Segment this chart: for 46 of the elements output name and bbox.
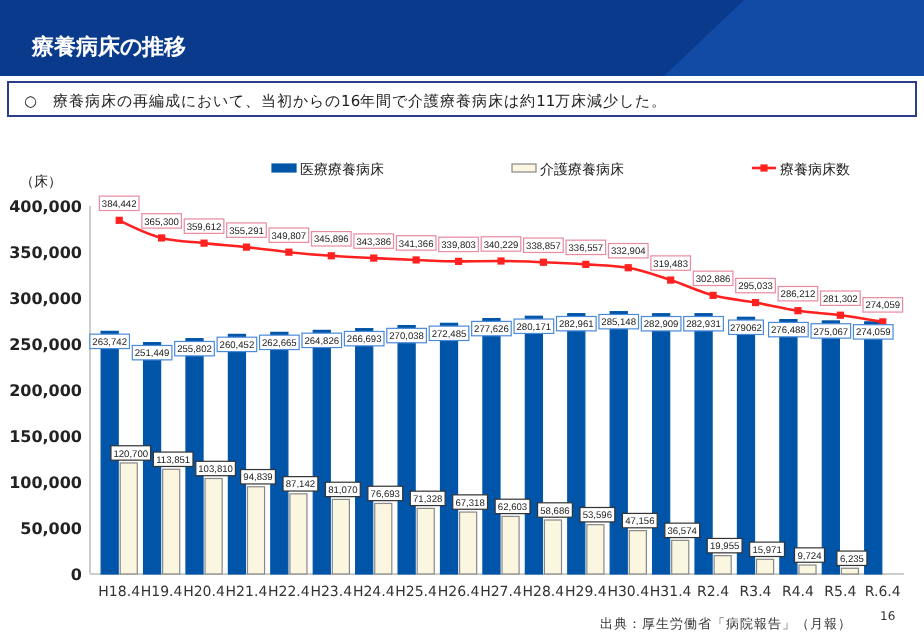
bar bbox=[543, 519, 563, 575]
point bbox=[200, 239, 208, 247]
y-tick-label: 200,000 bbox=[9, 382, 83, 400]
point bbox=[497, 257, 505, 265]
y-tick-label: 0 bbox=[70, 566, 83, 584]
bar bbox=[416, 507, 435, 575]
bar bbox=[628, 530, 647, 575]
bar bbox=[501, 515, 520, 575]
bar bbox=[755, 558, 775, 575]
point bbox=[539, 258, 548, 266]
y-tick-label: 400,000 bbox=[9, 198, 83, 216]
point bbox=[582, 260, 590, 268]
y-tick-label: 250,000 bbox=[9, 336, 83, 354]
bar bbox=[586, 524, 605, 575]
point bbox=[115, 216, 123, 224]
bar bbox=[204, 477, 223, 575]
chart-title: 療養病床の推移 bbox=[30, 34, 186, 60]
point bbox=[285, 248, 293, 256]
point bbox=[751, 298, 760, 307]
bar bbox=[458, 511, 478, 575]
point bbox=[836, 311, 844, 319]
bar bbox=[331, 498, 351, 575]
point bbox=[454, 257, 463, 265]
point bbox=[412, 256, 420, 264]
point bbox=[158, 234, 166, 242]
point bbox=[667, 276, 675, 284]
bar bbox=[713, 555, 732, 575]
bar bbox=[840, 567, 860, 575]
bar bbox=[246, 486, 266, 575]
bar bbox=[374, 502, 393, 575]
y-tick-label: 100,000 bbox=[9, 474, 83, 492]
point bbox=[370, 254, 378, 262]
bar bbox=[119, 462, 138, 575]
y-tick-label: 300,000 bbox=[9, 290, 83, 308]
bar bbox=[798, 564, 817, 575]
y-tick-label: 50,000 bbox=[20, 520, 83, 538]
point bbox=[242, 243, 251, 251]
point bbox=[327, 252, 335, 260]
bar bbox=[671, 539, 690, 575]
bar bbox=[289, 493, 308, 575]
point bbox=[794, 307, 802, 315]
bar bbox=[162, 468, 181, 575]
y-tick-label: 150,000 bbox=[9, 428, 83, 446]
point bbox=[624, 264, 632, 272]
point bbox=[709, 291, 717, 299]
y-tick-label: 350,000 bbox=[9, 244, 83, 262]
